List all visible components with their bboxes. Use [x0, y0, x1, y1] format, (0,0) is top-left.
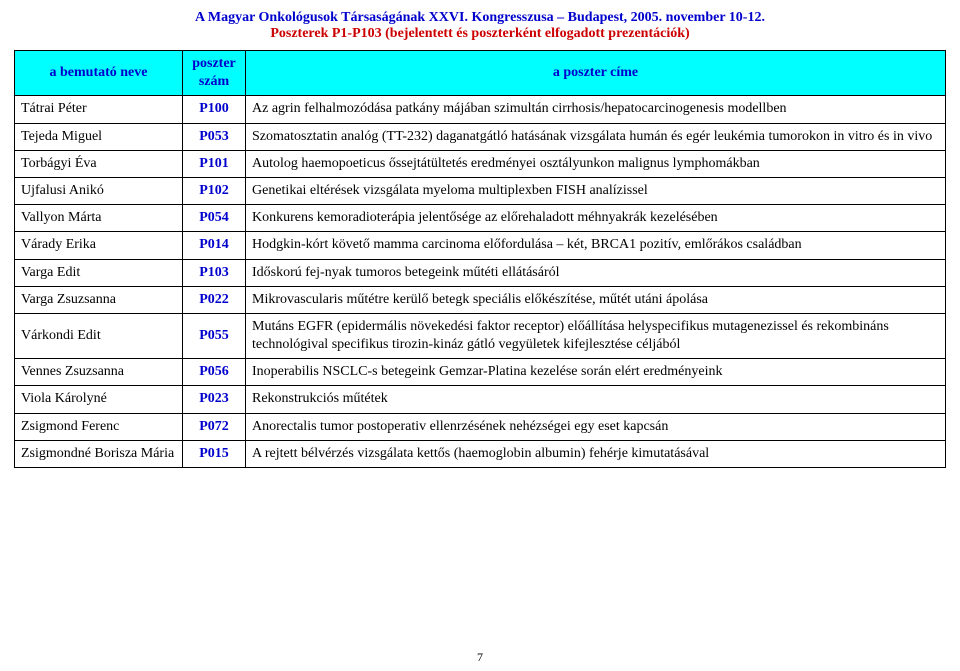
table-row: Tejeda MiguelP053Szomatosztatin analóg (…	[15, 123, 946, 150]
presenter-name: Varga Edit	[15, 259, 183, 286]
page-title-line2: Poszterek P1-P103 (bejelentett és poszte…	[14, 26, 946, 42]
table-row: Várkondi EditP055Mutáns EGFR (epidermáli…	[15, 313, 946, 358]
col-header-name: a bemutató neve	[15, 51, 183, 96]
col-header-num: poszter szám	[183, 51, 246, 96]
presenter-name: Zsigmondné Borisza Mária	[15, 440, 183, 467]
poster-title: Konkurens kemoradioterápia jelentősége a…	[246, 205, 946, 232]
poster-title: Autolog haemopoeticus őssejtátültetés er…	[246, 150, 946, 177]
poster-title: Szomatosztatin analóg (TT-232) daganatgá…	[246, 123, 946, 150]
presenter-name: Ujfalusi Anikó	[15, 177, 183, 204]
table-row: Várady ErikaP014Hodgkin-kórt követő mamm…	[15, 232, 946, 259]
table-header-row: a bemutató neve poszter szám a poszter c…	[15, 51, 946, 96]
poster-title: Hodgkin-kórt követő mamma carcinoma előf…	[246, 232, 946, 259]
table-row: Vennes ZsuzsannaP056Inoperabilis NSCLC-s…	[15, 359, 946, 386]
poster-title: Az agrin felhalmozódása patkány májában …	[246, 96, 946, 123]
poster-number: P014	[183, 232, 246, 259]
poster-title: Mutáns EGFR (epidermális növekedési fakt…	[246, 313, 946, 358]
poster-number: P056	[183, 359, 246, 386]
poster-title: Időskorú fej-nyak tumoros betegeink műté…	[246, 259, 946, 286]
table-row: Tátrai PéterP100Az agrin felhalmozódása …	[15, 96, 946, 123]
presenter-name: Várady Erika	[15, 232, 183, 259]
poster-number: P054	[183, 205, 246, 232]
presenter-name: Viola Károlyné	[15, 386, 183, 413]
poster-number: P072	[183, 413, 246, 440]
poster-title: A rejtett bélvérzés vizsgálata kettős (h…	[246, 440, 946, 467]
poster-title: Mikrovascularis műtétre kerülő betegk sp…	[246, 286, 946, 313]
table-row: Varga EditP103Időskorú fej-nyak tumoros …	[15, 259, 946, 286]
poster-number: P015	[183, 440, 246, 467]
table-row: Vallyon MártaP054Konkurens kemoradioterá…	[15, 205, 946, 232]
table-row: Ujfalusi AnikóP102Genetikai eltérések vi…	[15, 177, 946, 204]
table-row: Zsigmond FerencP072Anorectalis tumor pos…	[15, 413, 946, 440]
col-header-title: a poszter címe	[246, 51, 946, 96]
page-title-line1: A Magyar Onkológusok Társaságának XXVI. …	[14, 10, 946, 26]
poster-title: Inoperabilis NSCLC-s betegeink Gemzar-Pl…	[246, 359, 946, 386]
presenter-name: Vallyon Márta	[15, 205, 183, 232]
presenter-name: Varga Zsuzsanna	[15, 286, 183, 313]
poster-number: P101	[183, 150, 246, 177]
poster-title: Rekonstrukciós műtétek	[246, 386, 946, 413]
poster-number: P023	[183, 386, 246, 413]
table-row: Zsigmondné Borisza MáriaP015A rejtett bé…	[15, 440, 946, 467]
presenter-name: Torbágyi Éva	[15, 150, 183, 177]
presenter-name: Tejeda Miguel	[15, 123, 183, 150]
table-row: Viola KárolynéP023Rekonstrukciós műtétek	[15, 386, 946, 413]
poster-table: a bemutató neve poszter szám a poszter c…	[14, 50, 946, 468]
poster-title: Genetikai eltérések vizsgálata myeloma m…	[246, 177, 946, 204]
poster-number: P100	[183, 96, 246, 123]
table-row: Varga ZsuzsannaP022Mikrovascularis műtét…	[15, 286, 946, 313]
table-row: Torbágyi ÉvaP101Autolog haemopoeticus ős…	[15, 150, 946, 177]
poster-number: P022	[183, 286, 246, 313]
poster-number: P102	[183, 177, 246, 204]
page-number: 7	[0, 650, 960, 665]
presenter-name: Vennes Zsuzsanna	[15, 359, 183, 386]
presenter-name: Várkondi Edit	[15, 313, 183, 358]
poster-number: P103	[183, 259, 246, 286]
presenter-name: Tátrai Péter	[15, 96, 183, 123]
page: A Magyar Onkológusok Társaságának XXVI. …	[0, 0, 960, 468]
poster-title: Anorectalis tumor postoperativ ellenrzés…	[246, 413, 946, 440]
presenter-name: Zsigmond Ferenc	[15, 413, 183, 440]
poster-number: P053	[183, 123, 246, 150]
poster-number: P055	[183, 313, 246, 358]
